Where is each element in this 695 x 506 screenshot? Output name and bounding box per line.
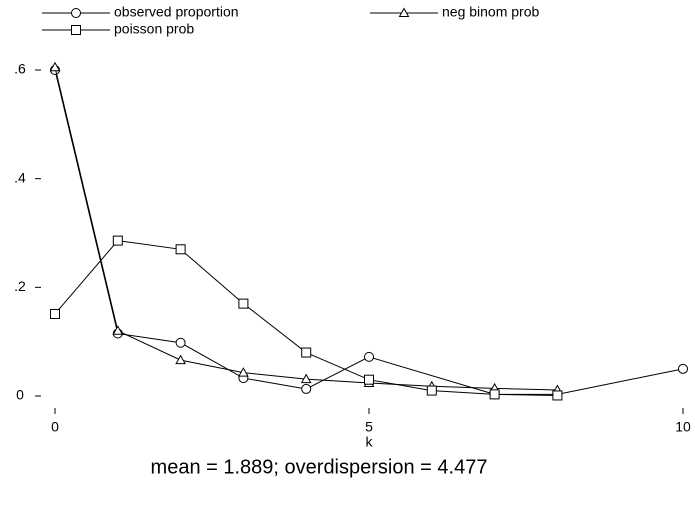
marker <box>300 373 312 384</box>
marker <box>364 374 374 385</box>
legend-label: poisson prob <box>114 21 194 37</box>
x-tick-label: 5 <box>365 419 373 435</box>
y-tick-label: .4 <box>14 169 26 185</box>
marker <box>112 325 124 335</box>
marker <box>301 347 312 358</box>
marker <box>489 389 500 400</box>
x-axis-title: k <box>366 434 374 450</box>
legend-marker <box>398 7 410 17</box>
marker <box>175 354 186 365</box>
legend-label: observed proportion <box>114 4 239 20</box>
marker <box>112 235 123 246</box>
series-line <box>54 240 558 396</box>
legend-marker <box>71 25 81 35</box>
series-line <box>54 67 558 391</box>
marker <box>552 390 563 401</box>
marker <box>175 244 186 255</box>
y-tick-label: 0 <box>16 387 24 403</box>
marker <box>364 351 374 362</box>
marker <box>678 363 688 374</box>
marker <box>426 385 437 396</box>
marker <box>301 383 312 394</box>
marker <box>50 308 60 319</box>
x-tick-label: 10 <box>675 419 691 435</box>
legend-marker <box>71 8 81 18</box>
legend-label: neg binom prob <box>442 4 540 20</box>
y-tick-label: .6 <box>14 61 26 77</box>
marker <box>175 337 186 348</box>
marker <box>49 61 61 72</box>
note: mean = 1.889; overdispersion = 4.477 <box>151 456 488 478</box>
y-tick-label: .2 <box>14 278 26 294</box>
x-tick-label: 0 <box>51 419 59 435</box>
marker <box>238 367 249 377</box>
marker <box>238 298 249 309</box>
